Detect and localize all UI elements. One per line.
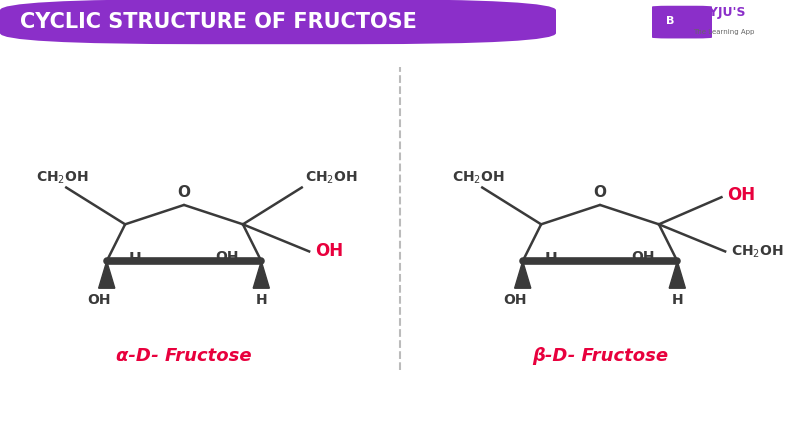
Text: H: H xyxy=(129,252,142,266)
Text: CH$_2$OH: CH$_2$OH xyxy=(731,243,784,260)
Text: OH: OH xyxy=(727,186,755,204)
Text: O: O xyxy=(178,185,190,200)
Text: OH: OH xyxy=(216,250,239,264)
Text: OH: OH xyxy=(88,293,111,307)
Text: β-D- Fructose: β-D- Fructose xyxy=(532,347,668,365)
Text: OH: OH xyxy=(504,293,527,307)
Text: OH: OH xyxy=(632,250,655,264)
Polygon shape xyxy=(514,261,531,288)
Text: H: H xyxy=(671,293,683,307)
Text: OH: OH xyxy=(315,242,343,261)
FancyBboxPatch shape xyxy=(0,0,556,44)
Text: H: H xyxy=(255,293,267,307)
Polygon shape xyxy=(253,261,270,288)
Polygon shape xyxy=(669,261,686,288)
Text: CYCLIC STRUCTURE OF FRUCTOSE: CYCLIC STRUCTURE OF FRUCTOSE xyxy=(20,12,417,32)
FancyBboxPatch shape xyxy=(652,6,712,38)
Text: O: O xyxy=(594,185,606,200)
Text: CH$_2$OH: CH$_2$OH xyxy=(306,169,358,186)
Text: B: B xyxy=(666,16,674,26)
Text: CH$_2$OH: CH$_2$OH xyxy=(36,169,89,186)
Text: BYJU'S: BYJU'S xyxy=(702,6,746,19)
Text: CH$_2$OH: CH$_2$OH xyxy=(452,169,505,186)
Polygon shape xyxy=(98,261,115,288)
Text: α-D- Fructose: α-D- Fructose xyxy=(116,347,252,365)
Text: H: H xyxy=(545,252,558,266)
Text: The Learning App: The Learning App xyxy=(694,29,754,35)
